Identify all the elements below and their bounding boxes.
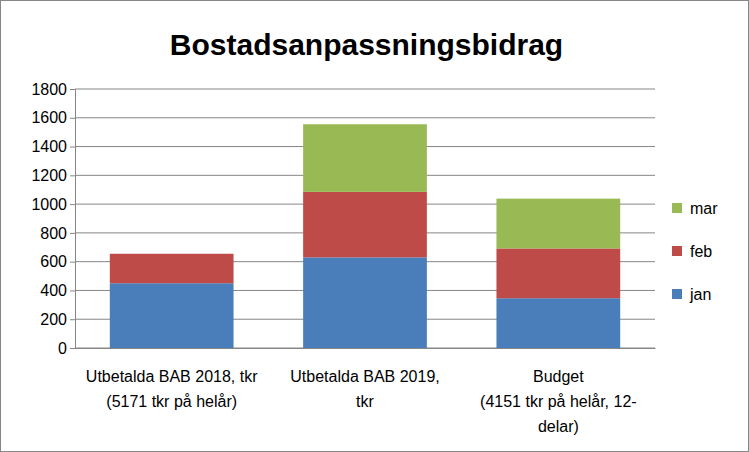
bar bbox=[110, 254, 234, 283]
legend-entry: jan bbox=[672, 286, 711, 303]
legend-label: feb bbox=[690, 243, 712, 260]
x-tick-label: Budget(4151 tkr på helår, 12-delar) bbox=[480, 368, 637, 435]
legend: mar feb jan bbox=[672, 200, 718, 303]
y-tick-label: 1200 bbox=[31, 167, 67, 184]
x-tick: Utbetalda BAB 2018, tkr(5171 tkr på helå… bbox=[86, 348, 258, 410]
legend-label: jan bbox=[689, 286, 711, 303]
y-tick: 1400 bbox=[31, 138, 75, 155]
y-tick-mark bbox=[70, 233, 75, 234]
chart: Bostadsanpassningsbidrag 0 200 400 600 800 100… bbox=[0, 0, 749, 452]
y-tick: 1000 bbox=[31, 196, 75, 213]
y-tick-mark bbox=[70, 290, 75, 291]
x-tick: Utbetalda BAB 2019,tkr bbox=[290, 348, 439, 410]
grid bbox=[75, 89, 655, 348]
y-tick-mark bbox=[70, 204, 75, 205]
plot: 0 200 400 600 800 1000 1200 1400 1600 1800 Utbetal… bbox=[31, 81, 655, 435]
x-tick-label: Utbetalda BAB 2018, tkr(5171 tkr på helå… bbox=[86, 368, 258, 410]
y-tick-label: 1800 bbox=[31, 81, 67, 98]
x-axis: Utbetalda BAB 2018, tkr(5171 tkr på helå… bbox=[76, 348, 656, 435]
legend-swatch bbox=[672, 203, 682, 213]
bar bbox=[303, 192, 427, 257]
y-tick-mark bbox=[70, 147, 75, 148]
grid-line bbox=[75, 89, 655, 90]
y-tick: 200 bbox=[40, 311, 75, 328]
y-tick-label: 1600 bbox=[31, 109, 67, 126]
y-tick-label: 600 bbox=[40, 253, 67, 270]
y-tick-mark bbox=[70, 262, 75, 263]
y-tick-mark bbox=[70, 319, 75, 320]
legend-swatch bbox=[672, 246, 682, 256]
y-tick-mark bbox=[70, 348, 75, 349]
x-axis-line bbox=[76, 348, 656, 349]
y-tick: 1200 bbox=[31, 167, 75, 184]
legend-entry: mar bbox=[672, 200, 718, 217]
chart-frame bbox=[1, 1, 749, 452]
bar bbox=[496, 298, 620, 348]
bar bbox=[303, 124, 427, 192]
legend-entry: feb bbox=[672, 243, 712, 260]
y-tick-label: 0 bbox=[58, 340, 67, 357]
y-tick-mark bbox=[70, 175, 75, 176]
y-axis-line bbox=[70, 90, 76, 349]
y-tick-label: 400 bbox=[40, 282, 67, 299]
y-tick: 600 bbox=[40, 253, 75, 270]
y-axis: 0 200 400 600 800 1000 1200 1400 1600 1800 bbox=[31, 81, 75, 357]
x-tick: Budget(4151 tkr på helår, 12-delar) bbox=[480, 348, 637, 435]
y-tick-label: 800 bbox=[40, 225, 67, 242]
bars bbox=[110, 124, 620, 348]
bar bbox=[110, 283, 234, 348]
legend-label: mar bbox=[690, 200, 718, 217]
y-tick-label: 200 bbox=[40, 311, 67, 328]
y-tick: 1600 bbox=[31, 109, 75, 126]
y-tick: 800 bbox=[40, 225, 75, 242]
y-tick: 1800 bbox=[31, 81, 75, 98]
y-tick: 0 bbox=[58, 340, 75, 357]
y-tick-mark bbox=[70, 118, 75, 119]
x-tick-label: Utbetalda BAB 2019,tkr bbox=[290, 368, 439, 410]
bar bbox=[496, 248, 620, 298]
y-tick: 400 bbox=[40, 282, 75, 299]
bar bbox=[303, 257, 427, 348]
grid-line bbox=[75, 117, 655, 118]
y-tick-label: 1400 bbox=[31, 138, 67, 155]
y-tick-label: 1000 bbox=[31, 196, 67, 213]
y-tick-mark bbox=[70, 89, 75, 90]
title: Bostadsanpassningsbidrag bbox=[170, 28, 563, 61]
legend-swatch bbox=[672, 289, 682, 299]
bar bbox=[496, 199, 620, 249]
